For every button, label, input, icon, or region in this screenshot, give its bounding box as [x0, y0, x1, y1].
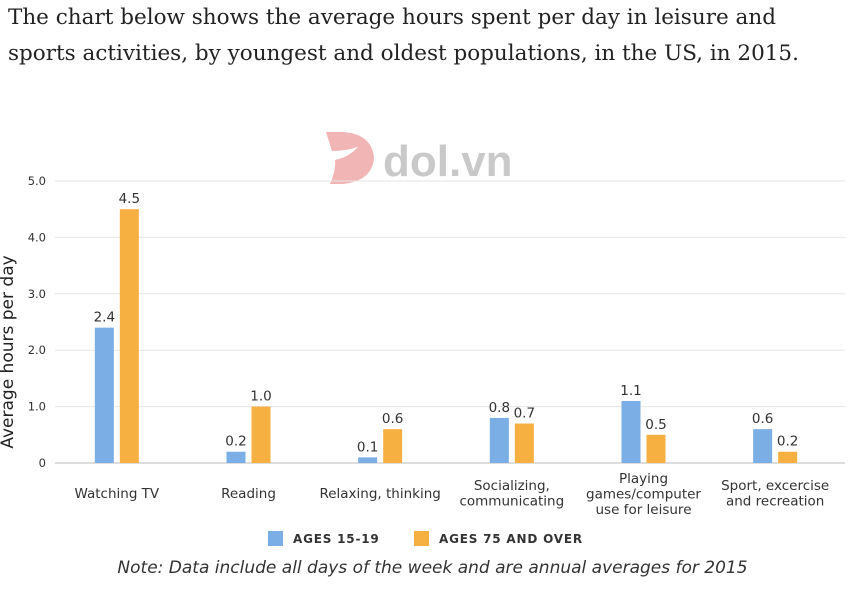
- chart-note: Note: Data include all days of the week …: [117, 558, 748, 578]
- data-label: 2.4: [94, 310, 115, 326]
- bar-ages-15-19: [489, 417, 509, 463]
- y-tick-label: 1.0: [28, 400, 46, 414]
- bar-ages-75-over: [383, 429, 403, 463]
- y-tick-label: 0: [39, 456, 46, 470]
- bar-ages-75-over: [251, 406, 271, 463]
- data-label: 1.1: [620, 383, 641, 399]
- watermark: dol.vn: [326, 132, 513, 186]
- dol-logo-icon: [326, 132, 374, 184]
- prompt-line-2: sports activities, by youngest and oldes…: [8, 41, 799, 66]
- legend-label: AGES 15-19: [293, 532, 380, 546]
- watermark-text: dol.vn: [383, 137, 513, 186]
- data-label: 0.8: [489, 400, 510, 416]
- y-axis-label: Average hours per day: [0, 255, 18, 448]
- data-label: 1.0: [250, 389, 271, 405]
- data-label: 0.6: [752, 411, 773, 427]
- y-tick-label: 2.0: [28, 343, 46, 357]
- x-tick-label: Reading: [221, 486, 276, 502]
- bar-ages-15-19: [94, 327, 114, 463]
- bar-ages-75-over: [778, 451, 798, 463]
- data-label: 4.5: [119, 191, 140, 207]
- prompt-line-1: The chart below shows the average hours …: [8, 5, 776, 30]
- data-label: 0.7: [514, 406, 535, 422]
- x-tick-label: Sport, excercise and recreation: [721, 478, 829, 510]
- x-tick-label: Watching TV: [74, 486, 159, 502]
- y-tick-label: 5.0: [28, 174, 46, 188]
- legend-swatch: [414, 531, 429, 546]
- x-tick-label: Playing games/computer use for leisure: [586, 471, 701, 518]
- bar-ages-15-19: [226, 451, 246, 463]
- prompt-text: The chart below shows the average hours …: [8, 0, 860, 72]
- bar-ages-15-19: [358, 457, 378, 463]
- bars: [94, 209, 798, 463]
- bar-ages-75-over: [119, 209, 139, 463]
- bar-ages-15-19: [621, 400, 641, 463]
- y-tick-label: 3.0: [28, 287, 46, 301]
- y-axis-ticks: 0 1.0 2.0 3.0 4.0 5.0: [28, 174, 46, 470]
- legend: AGES 15-19 AGES 75 AND OVER: [268, 531, 583, 546]
- x-tick-label: Relaxing, thinking: [319, 486, 440, 502]
- x-tick-label: Socializing, communicating: [459, 478, 564, 510]
- y-tick-label: 4.0: [28, 230, 46, 244]
- x-axis-ticks: Watching TV Reading Relaxing, thinking Soci…: [74, 471, 829, 518]
- gridlines: [55, 180, 845, 464]
- data-label: 0.1: [357, 439, 378, 455]
- data-label: 0.2: [225, 434, 246, 450]
- legend-label: AGES 75 AND OVER: [439, 532, 583, 546]
- bar-ages-75-over: [646, 434, 666, 463]
- data-label: 0.6: [382, 411, 403, 427]
- data-label: 0.5: [645, 417, 666, 433]
- legend-swatch: [268, 531, 283, 546]
- data-labels: 2.44.50.21.00.10.60.8 0.71.10.5 0.60.2: [94, 191, 799, 455]
- bar-ages-75-over: [514, 423, 534, 463]
- data-label: 0.2: [777, 434, 798, 450]
- bar-ages-15-19: [753, 429, 773, 463]
